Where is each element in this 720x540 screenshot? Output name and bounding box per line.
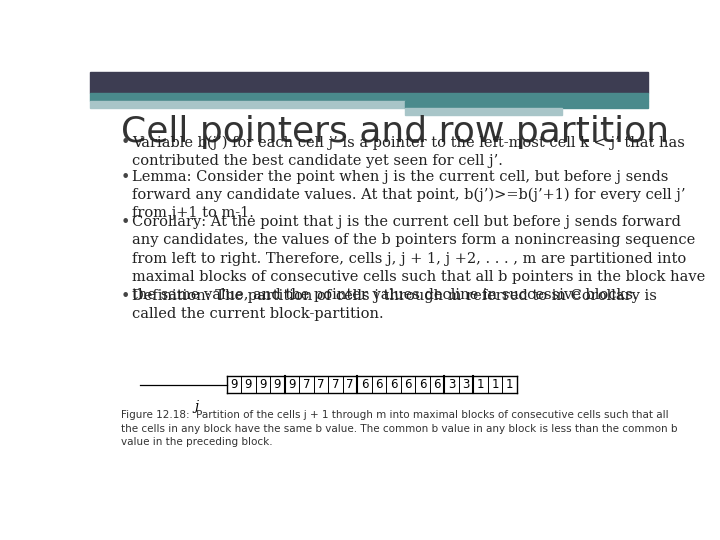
Text: 6: 6 (390, 378, 397, 391)
Bar (90, 100, 405, 107)
Text: 6: 6 (361, 378, 369, 391)
Text: 1: 1 (477, 378, 485, 391)
Text: •: • (121, 215, 130, 231)
Text: 9: 9 (230, 378, 238, 391)
Text: 6: 6 (375, 378, 383, 391)
Text: Corollary: At the point that j is the current cell but before j sends forward
an: Corollary: At the point that j is the cu… (132, 215, 705, 302)
Text: 9: 9 (259, 378, 266, 391)
Text: 7: 7 (332, 378, 339, 391)
Text: •: • (121, 170, 130, 185)
Text: Figure 12.18:  Partition of the cells j + 1 through m into maximal blocks of con: Figure 12.18: Partition of the cells j +… (121, 410, 678, 447)
Text: •: • (121, 136, 130, 151)
Text: Definition: The partition of cells j through m referred to in Corollary is
calle: Definition: The partition of cells j thr… (132, 288, 657, 321)
Bar (405, 100, 648, 107)
Text: 9: 9 (245, 378, 252, 391)
Text: 1: 1 (491, 378, 499, 391)
Text: 9: 9 (288, 378, 296, 391)
Text: Lemma: Consider the point when j is the current cell, but before j sends
forward: Lemma: Consider the point when j is the … (132, 170, 685, 220)
Text: 7: 7 (318, 378, 325, 391)
Text: 6: 6 (419, 378, 426, 391)
Text: 3: 3 (448, 378, 455, 391)
Bar (90, 93, 648, 100)
Text: j: j (194, 400, 198, 413)
Text: Variable b(j’) for each cell j’ is a pointer to the left-most cell k < j’ that h: Variable b(j’) for each cell j’ is a poi… (132, 136, 685, 168)
Text: 6: 6 (433, 378, 441, 391)
Text: 3: 3 (462, 378, 469, 391)
Text: •: • (121, 288, 130, 303)
Text: 1: 1 (506, 378, 513, 391)
Bar (90, 72, 648, 93)
Text: 7: 7 (302, 378, 310, 391)
Text: 7: 7 (346, 378, 354, 391)
Text: 9: 9 (274, 378, 282, 391)
Text: Cell pointers and row partition: Cell pointers and row partition (121, 114, 669, 148)
Bar (405, 107, 562, 114)
Text: 6: 6 (405, 378, 412, 391)
